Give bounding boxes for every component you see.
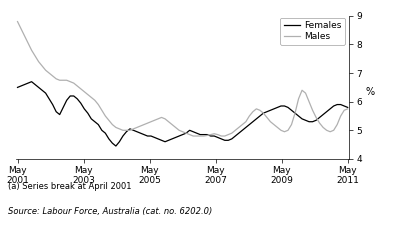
Text: (a) Series break at April 2001: (a) Series break at April 2001 (8, 182, 131, 191)
Males (251, 110, 255, 113)
Males (75, 85, 80, 87)
Line: Males: Males (17, 22, 348, 136)
Males (243, 120, 248, 123)
Text: Source: Labour Force, Australia (cat. no. 6202.0): Source: Labour Force, Australia (cat. no… (8, 207, 212, 216)
Males (29, 49, 34, 52)
Females (78, 102, 83, 104)
Females (345, 106, 350, 109)
Males (345, 107, 350, 110)
Females (29, 80, 34, 83)
Females (33, 83, 37, 86)
Legend: Females, Males: Females, Males (280, 17, 345, 45)
Females (114, 145, 118, 147)
Line: Females: Females (17, 82, 348, 146)
Males (261, 112, 266, 114)
Females (264, 110, 269, 113)
Males (264, 116, 269, 119)
Males (15, 20, 20, 23)
Males (191, 135, 196, 137)
Females (247, 123, 252, 126)
Females (15, 86, 20, 89)
Y-axis label: %: % (366, 87, 375, 97)
Females (268, 109, 273, 112)
Females (254, 118, 259, 120)
